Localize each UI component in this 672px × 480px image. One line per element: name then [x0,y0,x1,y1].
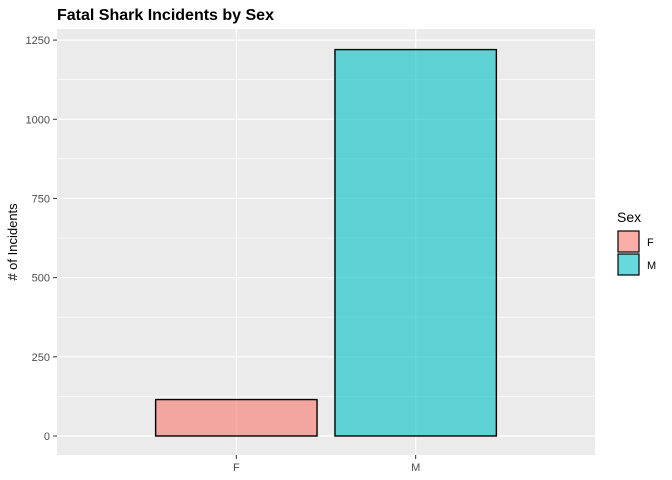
y-tick-label: 250 [32,352,50,364]
legend-title: Sex [617,209,641,225]
legend-key-m [617,253,640,276]
y-tick-label: 0 [44,431,50,443]
legend-label: M [647,260,656,272]
y-axis-ticks: 0 250 500 750 1000 1250 [26,35,57,443]
plot-panel [57,29,595,455]
y-tick-label: 1250 [26,35,50,47]
legend-key-f [617,230,640,253]
y-tick-label: 500 [32,273,50,285]
bar-m [334,48,498,437]
legend: Sex FM [617,209,656,276]
bars [154,48,498,437]
bar-f [154,398,318,437]
x-tick-label: F [233,462,240,474]
chart-title: Fatal Shark Incidents by Sex [57,7,274,24]
legend-label: F [647,237,654,249]
y-tick-label: 750 [32,193,50,205]
y-axis-title: # of Incidents [5,203,20,281]
x-tick-label: M [411,462,420,474]
y-tick-label: 1000 [26,114,50,126]
